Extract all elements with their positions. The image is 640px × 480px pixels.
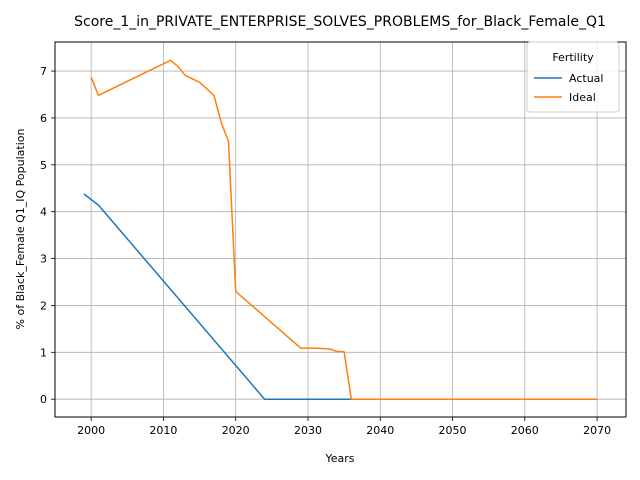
legend: Fertility Actual Ideal: [526, 41, 620, 113]
y-tick-label: 6: [40, 112, 47, 125]
x-tick-label: 2040: [366, 424, 394, 437]
y-tick-label: 7: [40, 65, 47, 78]
x-tick-label: 2070: [583, 424, 611, 437]
y-tick-label: 3: [40, 253, 47, 266]
x-axis-ticks: 2000 2010 2020 2030 2040 2050 2060 2070: [77, 417, 611, 437]
y-tick-label: 5: [40, 159, 47, 172]
x-tick-label: 2000: [77, 424, 105, 437]
chart-title: Score_1_in_PRIVATE_ENTERPRISE_SOLVES_PRO…: [74, 14, 606, 30]
y-tick-label: 1: [40, 346, 47, 359]
series-lines: [83, 59, 598, 400]
legend-box: [526, 41, 620, 113]
y-tick-label: 4: [40, 206, 47, 219]
x-tick-label: 2010: [149, 424, 177, 437]
x-tick-label: 2050: [439, 424, 467, 437]
x-tick-label: 2060: [511, 424, 539, 437]
y-axis-ticks: 0 1 2 3 4 5 6 7: [40, 65, 55, 406]
y-axis-label: % of Black_Female Q1_IQ Population: [14, 129, 27, 330]
x-axis-label: Years: [324, 452, 354, 465]
y-tick-label: 0: [40, 393, 47, 406]
legend-label-actual: Actual: [569, 72, 603, 85]
legend-title: Fertility: [552, 51, 594, 64]
plot-frame: [54, 41, 627, 418]
x-tick-label: 2020: [222, 424, 250, 437]
series-line-ideal: [90, 59, 598, 400]
x-tick-label: 2030: [294, 424, 322, 437]
y-tick-label: 2: [40, 299, 47, 312]
legend-label-ideal: Ideal: [569, 91, 596, 104]
